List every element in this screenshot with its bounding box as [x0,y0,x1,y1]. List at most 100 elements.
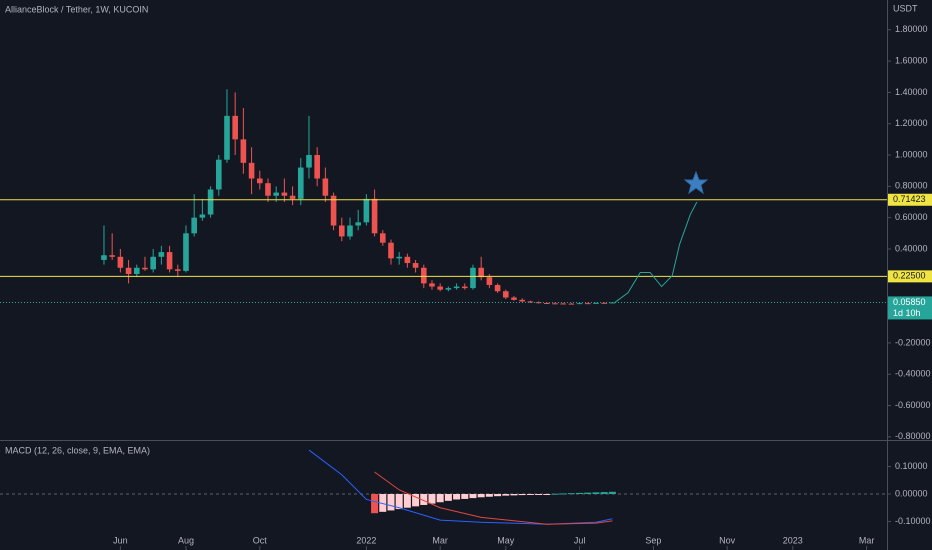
chart-title: AllianceBlock / Tether, 1W, KUCOIN [5,4,148,14]
y-tick-label: 1.80000 [895,24,928,34]
candle-body [576,303,583,305]
x-tick-label: Jun [113,535,128,545]
candle-body [322,178,329,196]
candle-body [166,252,173,270]
candle-body [273,192,279,196]
projection-line [614,201,698,303]
candle-body [125,267,132,275]
histogram-bar [510,493,518,496]
y-tick-label: 0.00000 [895,488,928,498]
hline-label: 0.22500 [893,271,926,281]
histogram-bar [518,493,526,496]
candle-body [494,284,501,292]
candle-body [199,214,206,218]
candle-body [543,302,550,304]
candle-body [404,256,411,264]
x-tick-label: Mar [859,535,875,545]
histogram-bar [567,493,575,495]
hline-label-box [888,193,932,206]
y-axis-label: USDT [893,3,918,13]
x-tick-label: Mar [432,535,448,545]
y-tick-label: -0.20000 [895,337,931,347]
candle-body [306,155,312,168]
candle-body [511,297,517,300]
candle-body [519,299,525,302]
histogram-bar [608,491,616,494]
x-tick-label: Sep [645,535,661,545]
histogram-bar [453,493,461,500]
candle-body [256,178,263,184]
histogram-bar [436,493,444,503]
histogram-bar [559,493,567,495]
y-tick-label: 0.40000 [895,243,928,253]
last-price-box [888,296,932,320]
histogram-bar [551,493,559,495]
candle-body [461,286,468,289]
histogram-bar [469,493,477,499]
candle-body [224,115,230,160]
histogram-bar [600,492,608,494]
y-tick-label: 1.20000 [895,118,928,128]
y-tick-label: -0.80000 [895,431,931,441]
candle-body [355,222,361,226]
candle-body [265,183,271,196]
candle-body [535,302,542,304]
histogram-bar [502,493,510,496]
candle-body [215,159,222,190]
histogram-bar [576,492,584,494]
candle-body [330,195,337,226]
candle-body [240,139,247,163]
histogram-bar [494,493,502,497]
candle-body [379,233,386,243]
histogram-bar [461,493,469,499]
y-tick-label: -0.10000 [895,516,931,526]
histogram-bar [477,493,485,498]
candle-body [207,189,214,215]
x-tick-label: 2022 [356,535,376,545]
histogram-bar [526,493,534,495]
histogram-bar [395,493,403,510]
candle-body [338,225,345,237]
histogram-bar [428,493,436,504]
candle-body [437,286,443,290]
histogram-bar [379,493,387,512]
y-tick-label: -0.60000 [895,400,931,410]
countdown-label: 1d 10h [893,308,921,318]
hline-label: 0.71423 [893,194,926,204]
candle-body [371,198,378,234]
histogram-bar [420,493,428,505]
candle-body [527,301,534,303]
candle-body [158,252,165,257]
candle-body [560,303,566,305]
candle-body [429,283,435,287]
candle-body [593,302,599,304]
candle-body [502,291,509,298]
candle-body [478,267,484,278]
x-tick-label: Oct [253,535,268,545]
signal-line [374,471,613,525]
candle-body [183,233,189,271]
histogram-bar [412,493,420,507]
histogram-bar [387,493,395,511]
candle-body [133,267,140,275]
candle-body [314,155,320,179]
candle-body [191,217,197,234]
hline-label-box [888,270,932,283]
x-tick-label: Aug [178,535,194,545]
candle-body [248,162,255,179]
candle-body [347,225,353,237]
y-tick-label: 1.00000 [895,149,928,159]
candle-body [297,167,304,199]
x-tick-label: Jul [574,535,586,545]
y-tick-label: 0.10000 [895,461,928,471]
candle-body [396,256,402,259]
candle-body [388,242,394,259]
candle-body [117,256,124,268]
star-annotation [683,170,709,195]
candle-body [470,267,476,289]
candle-body [552,303,558,305]
candle-body [289,195,296,199]
